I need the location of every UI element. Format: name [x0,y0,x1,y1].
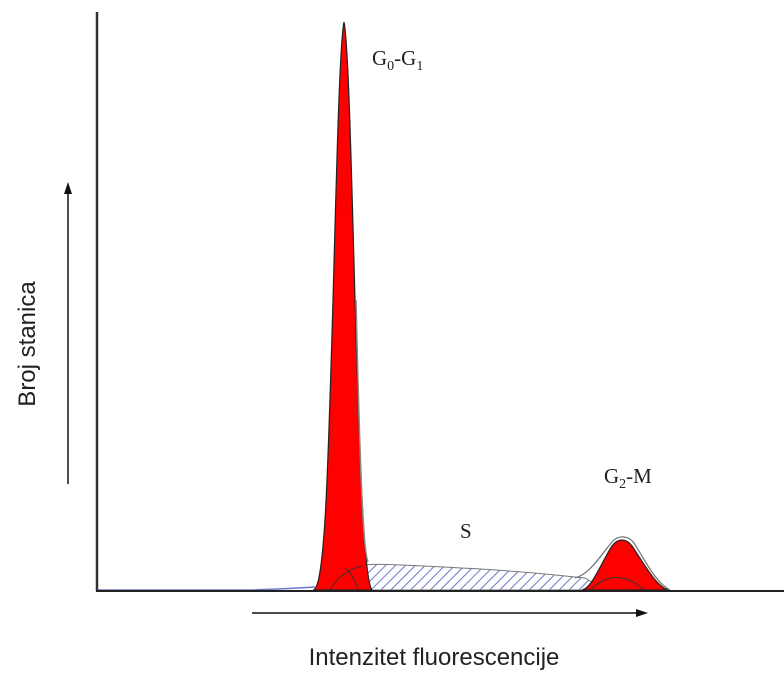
g0-g1-peak [312,21,374,591]
y-axis-label: Broj stanica [14,281,41,407]
g0-g1-outline [355,299,369,563]
histogram-baseline [98,586,316,591]
g2-m-outline [574,536,671,591]
g0-g1-label: G0-G1 [372,46,423,74]
g0-g1-inner-curve [329,565,363,591]
x-axis-label: Intenzitet fluorescencije [309,644,560,671]
y-arrow-head [64,182,72,194]
g2-m-label: G2-M [604,464,652,492]
g2-m-peak [581,539,669,591]
s-phase-area [344,563,607,591]
s-phase-label: S [460,519,472,543]
g2-m-inner-curve [589,577,646,591]
x-arrow-head [636,609,648,617]
